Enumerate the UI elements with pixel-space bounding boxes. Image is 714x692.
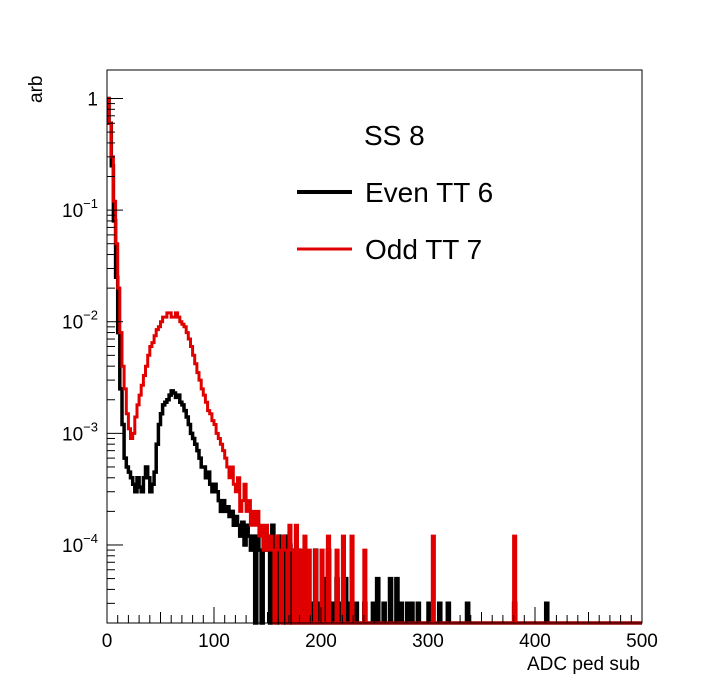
x-tick-label: 0 [102,631,113,652]
legend-label-even: Even TT 6 [365,177,493,208]
legend-header: SS 8 [364,120,425,151]
y-tick-label: 10−3 [62,419,98,445]
y-tick-label: 10−2 [62,308,98,334]
series-line-odd-tt7 [107,97,642,625]
y-tick-label: 10−4 [62,531,98,557]
x-tick-label: 100 [198,631,230,652]
legend: SS 8 Even TT 6 Odd TT 7 [297,120,493,265]
x-tick-label: 400 [519,631,551,652]
x-tick-label: 300 [412,631,444,652]
axis-ticks [106,97,643,624]
x-tick-label: 500 [626,631,658,652]
y-tick-label: 10−1 [62,196,98,222]
legend-label-odd: Odd TT 7 [365,234,482,265]
y-axis-title: arb [26,76,47,103]
x-tick-label: 200 [305,631,337,652]
x-axis-title: ADC ped sub [527,654,640,675]
tick-labels: 0 100 200 300 400 500 1 10−1 10−2 10−3 10−4 [62,89,658,652]
y-tick-label: 1 [87,89,98,110]
